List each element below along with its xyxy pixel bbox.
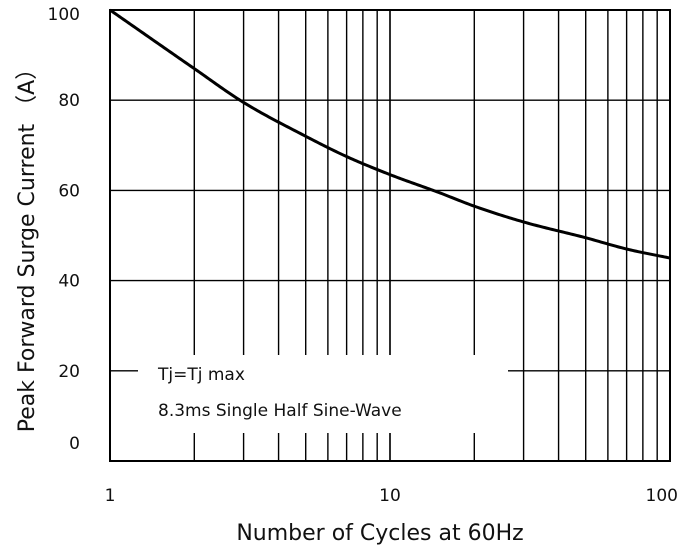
grid <box>110 10 670 461</box>
y-tick-label: 40 <box>58 272 80 292</box>
y-tick-label: 60 <box>58 181 80 201</box>
y-tick-labels: 0 20 40 60 80 100 <box>48 5 80 454</box>
annotation-line-2: 8.3ms Single Half Sine-Wave <box>158 401 402 421</box>
x-tick-label: 100 <box>646 486 678 506</box>
y-axis-label: Peak Forward Surge Current （A） <box>15 58 40 432</box>
plot-frame <box>109 9 671 462</box>
y-tick-label: 20 <box>58 362 80 382</box>
y-tick-label: 80 <box>58 91 80 111</box>
series-line <box>109 8 671 260</box>
x-tick-label: 10 <box>379 486 401 506</box>
x-axis-label: Number of Cycles at 60Hz <box>236 521 523 546</box>
annotation-line-1: Tj=Tj max <box>157 365 245 385</box>
x-tick-label: 1 <box>105 486 116 506</box>
y-tick-label: 0 <box>69 434 80 454</box>
annotation-background <box>138 355 508 433</box>
y-tick-label: 100 <box>48 5 80 25</box>
annotation-box <box>138 355 508 433</box>
x-tick-labels: 1 10 100 <box>105 486 678 506</box>
